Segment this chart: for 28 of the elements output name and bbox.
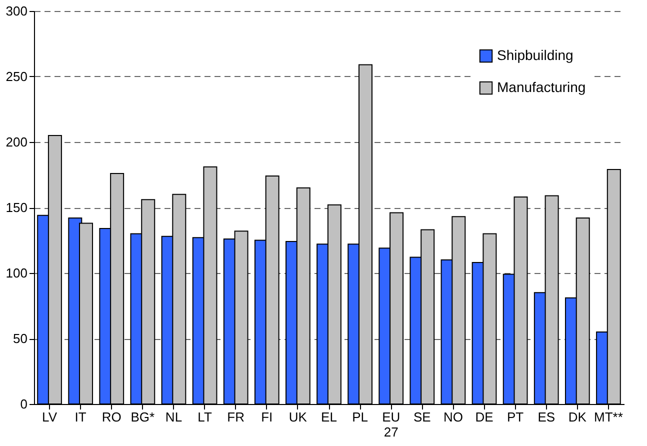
y-tick-label: 100 [6,266,28,280]
x-tick-label: PL [352,410,368,424]
x-tick-label: BG* [130,410,155,424]
y-tick-label: 300 [6,4,28,18]
x-tick-label: FR [227,410,245,424]
x-tick-label: ES [538,410,556,424]
x-tick-label: DK [568,410,587,424]
x-tick-label: IT [74,410,86,424]
x-tick-label: SE [413,410,432,424]
x-tick-label: NO [443,410,463,424]
x-tick-label: LT [198,410,212,424]
x-tick-label: DE [475,410,494,424]
y-tick-label: 50 [13,331,28,346]
x-tick-label: PT [507,410,524,424]
y-tick-label: 250 [6,69,28,84]
legend-label: Manufacturing [497,79,586,95]
y-tick-label: 200 [6,134,28,150]
x-tick-label: NL [165,410,182,424]
legend-label: Shipbuilding [497,47,574,63]
y-tick-label: 0 [20,396,28,412]
x-tick-label: LV [42,410,58,424]
y-tick-label: 150 [6,200,28,215]
x-tick-label: RO [102,410,122,424]
x-tick-label: EL [321,410,337,424]
x-tick-label: MT** [594,410,623,424]
x-tick-label: UK [288,410,308,424]
x-tick-label: EU 27 [382,410,400,440]
x-tick-label: FI [261,410,273,424]
